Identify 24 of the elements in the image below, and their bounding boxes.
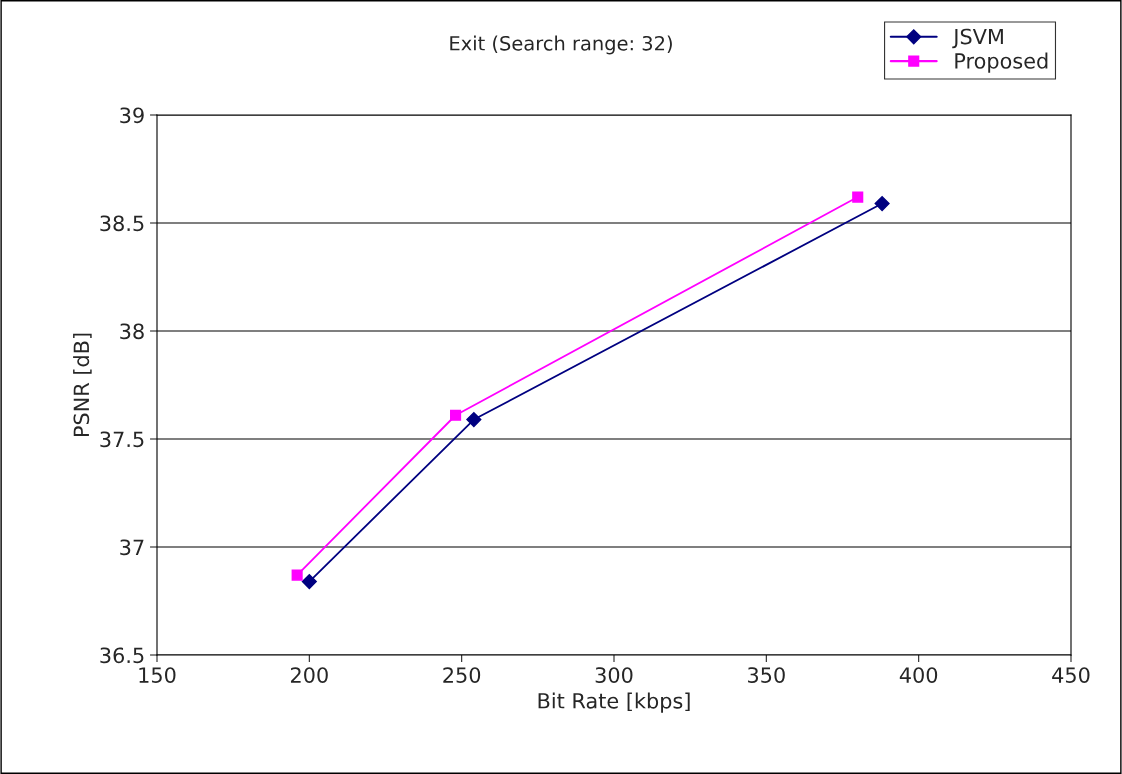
- x-tick-label: 200: [290, 667, 328, 683]
- y-tick-label: 39: [120, 107, 144, 124]
- x-tick-label: 350: [748, 667, 785, 683]
- y-axis-title: PSNR [dB]: [73, 333, 92, 437]
- x-tick-label: 400: [899, 667, 938, 683]
- point: [466, 411, 482, 428]
- point: [874, 195, 890, 212]
- x-tick-label: 300: [595, 667, 633, 683]
- point: [291, 569, 303, 581]
- y-tick-label: 38: [120, 323, 144, 340]
- y-tick-label: 37.5: [100, 431, 144, 448]
- x-tick-label: 150: [139, 667, 176, 683]
- legend-label: Proposed: [955, 52, 1048, 73]
- point: [301, 573, 317, 590]
- y-tick-label: 36.5: [100, 647, 144, 664]
- chart-title: Exit (Search range: 32): [450, 35, 672, 55]
- y-tick-label: 38.5: [100, 215, 144, 232]
- x-tick-label: 250: [443, 667, 481, 683]
- point: [852, 191, 864, 203]
- x-axis-title: Bit Rate [kbps]: [538, 692, 690, 713]
- x-tick-label: 450: [1052, 667, 1090, 683]
- y-tick-label: 37: [120, 539, 144, 556]
- point: [450, 409, 462, 421]
- legend-label: JSVM: [952, 28, 1003, 49]
